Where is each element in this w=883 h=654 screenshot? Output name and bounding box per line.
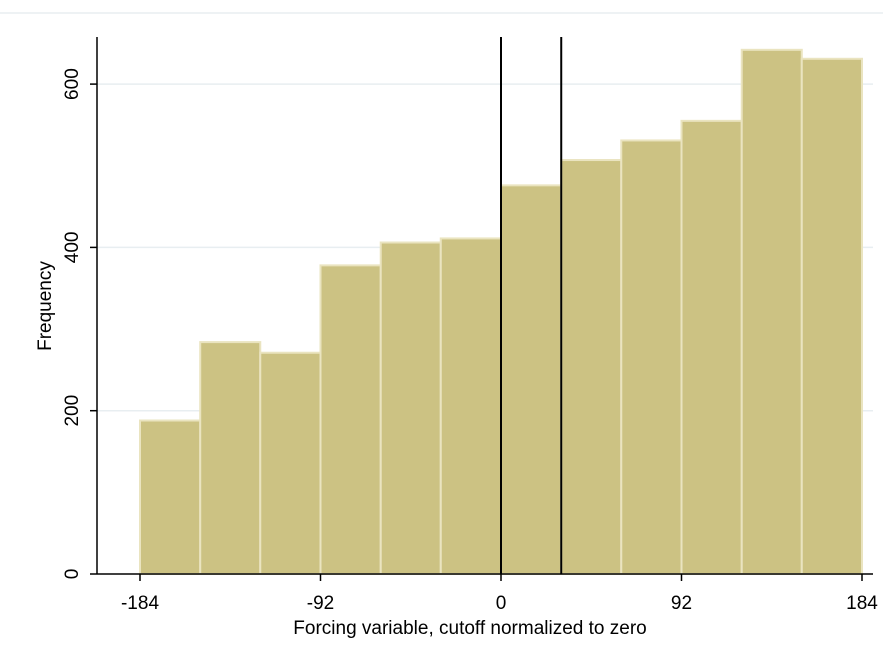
histogram-bar [680, 119, 743, 575]
y-tick-label: 200 [62, 395, 83, 427]
histogram-bar [139, 419, 202, 575]
axes [96, 37, 873, 575]
y-tick-label: 0 [62, 569, 83, 580]
x-axis-ticks: -184 -92 0 92 184 [121, 574, 878, 614]
y-axis-ticks: 0 200 400 600 [62, 68, 97, 579]
histogram-bar [379, 241, 442, 575]
histogram-bar [319, 264, 382, 575]
y-tick-label: 400 [62, 232, 83, 264]
cutoff-lines [500, 37, 563, 574]
histogram-bar [500, 184, 563, 575]
histogram-bar [199, 341, 262, 576]
x-axis-title: Forcing variable, cutoff normalized to z… [293, 618, 646, 639]
histogram-bar [800, 57, 864, 575]
histogram-bar [439, 237, 503, 576]
x-tick-label: 0 [496, 593, 507, 614]
bars [139, 48, 864, 576]
histogram-bar [259, 351, 322, 575]
x-tick-label: 92 [671, 593, 692, 614]
x-tick-label: -184 [121, 593, 159, 614]
histogram-bar [740, 48, 803, 575]
histogram-bar [560, 159, 623, 576]
histogram-bar [620, 139, 683, 575]
x-tick-label: -92 [307, 593, 334, 614]
y-axis-title: Frequency [35, 261, 56, 351]
x-tick-label: 184 [846, 593, 878, 614]
y-tick-label: 600 [62, 68, 83, 100]
